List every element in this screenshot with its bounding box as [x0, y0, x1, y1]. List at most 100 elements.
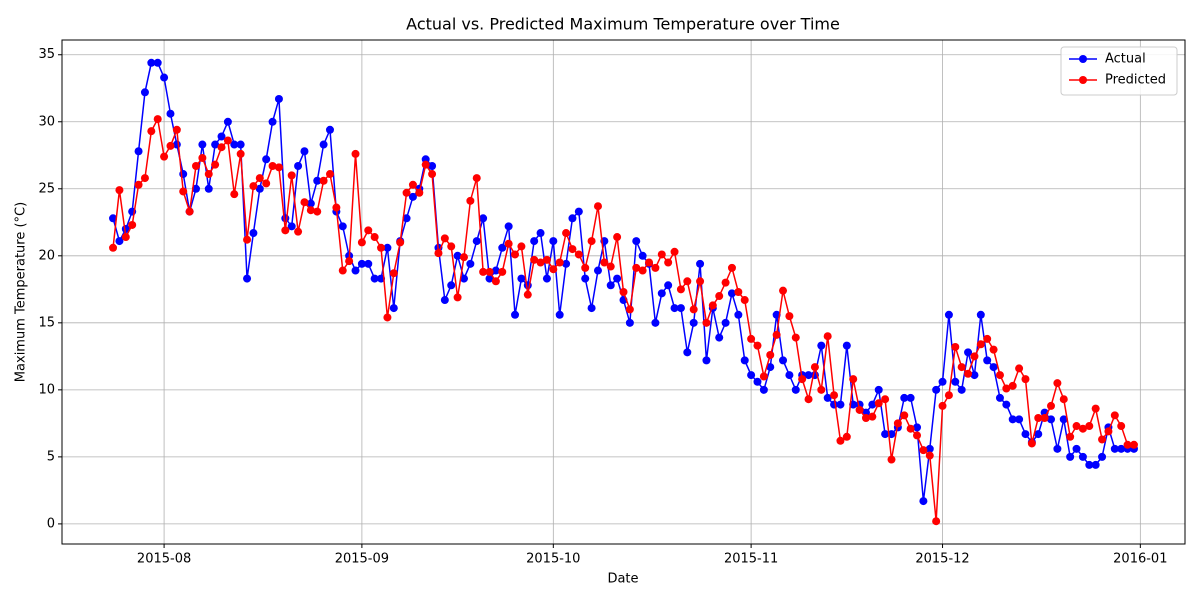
data-point — [1034, 430, 1043, 439]
data-point — [874, 399, 883, 408]
data-point — [1078, 452, 1087, 461]
data-point — [447, 242, 456, 251]
data-point — [332, 203, 341, 212]
data-point — [964, 369, 973, 378]
data-point — [919, 497, 928, 506]
data-point — [185, 207, 194, 216]
data-point — [747, 371, 756, 380]
data-point — [542, 255, 551, 264]
data-point — [115, 237, 124, 246]
data-point — [357, 238, 366, 247]
data-point — [676, 285, 685, 294]
data-point — [1117, 422, 1126, 431]
legend-label: Actual — [1105, 52, 1146, 67]
data-point — [919, 446, 928, 455]
data-point — [791, 385, 800, 394]
data-point — [893, 419, 902, 428]
data-point — [1117, 444, 1126, 453]
data-point — [364, 226, 373, 235]
data-point — [562, 259, 571, 268]
data-point — [313, 176, 322, 185]
data-point — [211, 140, 220, 149]
data-point — [306, 206, 315, 215]
data-point — [517, 242, 526, 251]
data-point — [657, 250, 666, 259]
data-point — [498, 267, 507, 276]
data-point — [1110, 444, 1119, 453]
data-point — [593, 266, 602, 275]
data-point — [976, 340, 985, 349]
data-point — [676, 304, 685, 313]
data-point — [179, 187, 188, 196]
data-point — [938, 377, 947, 386]
data-point — [702, 356, 711, 365]
data-point — [785, 312, 794, 321]
data-point — [587, 304, 596, 313]
data-point — [555, 310, 564, 319]
data-point — [115, 186, 124, 195]
data-point — [951, 377, 960, 386]
data-point — [619, 288, 628, 296]
y-tick-label: 20 — [38, 248, 55, 263]
data-point — [338, 266, 347, 275]
data-point — [970, 371, 979, 380]
data-point — [798, 375, 807, 384]
data-point — [549, 237, 558, 246]
data-point — [810, 363, 819, 372]
data-point — [294, 227, 303, 236]
y-tick-label: 5 — [47, 449, 55, 464]
data-point — [230, 140, 239, 149]
data-point — [913, 431, 922, 440]
data-point — [370, 274, 379, 283]
data-point — [861, 414, 870, 422]
data-point — [613, 233, 622, 242]
data-point — [1047, 401, 1056, 410]
data-point — [1098, 435, 1107, 444]
data-point — [568, 214, 577, 223]
data-point — [574, 250, 583, 259]
data-point — [1027, 439, 1036, 448]
data-point — [172, 125, 181, 134]
data-point — [925, 444, 934, 453]
data-point — [995, 393, 1004, 402]
data-point — [721, 318, 730, 327]
data-point — [1066, 452, 1075, 461]
data-point — [600, 258, 609, 267]
data-point — [459, 253, 468, 262]
data-point — [632, 237, 641, 246]
data-point — [651, 263, 660, 272]
data-point — [868, 400, 877, 409]
data-point — [944, 391, 953, 400]
data-point — [153, 115, 162, 124]
data-point — [657, 289, 666, 298]
data-point — [287, 222, 296, 231]
data-point — [217, 132, 226, 141]
data-point — [396, 238, 405, 247]
data-point — [989, 363, 998, 372]
data-point — [1008, 415, 1017, 424]
data-point — [932, 385, 941, 394]
data-point — [281, 226, 290, 235]
x-tick-label: 2016-01 — [1113, 552, 1167, 567]
data-point — [262, 179, 271, 188]
data-point — [351, 149, 360, 158]
data-point — [517, 274, 526, 283]
data-point — [830, 391, 839, 400]
data-point — [613, 274, 622, 283]
data-point — [338, 222, 347, 231]
data-point — [900, 411, 909, 420]
data-point — [128, 220, 137, 229]
data-point — [957, 363, 966, 372]
data-point — [198, 140, 207, 149]
data-point — [217, 143, 226, 152]
data-point — [696, 277, 705, 286]
data-point — [689, 318, 698, 327]
y-tick-label: 35 — [38, 47, 55, 62]
data-point — [191, 162, 200, 170]
data-point — [147, 127, 156, 136]
y-tick-label: 0 — [47, 516, 55, 531]
data-point — [593, 202, 602, 211]
data-point — [842, 341, 851, 350]
data-point — [625, 305, 634, 314]
data-point — [849, 375, 858, 384]
